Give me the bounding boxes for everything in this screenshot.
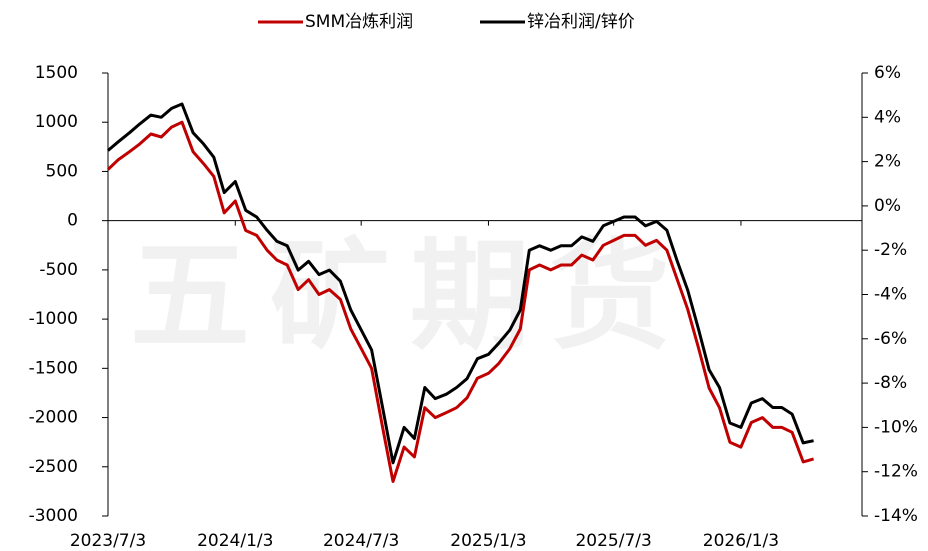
y-tick-label: -2500 [29, 457, 78, 477]
y2-tick-label: -6% [874, 329, 907, 349]
y2-tick-label: -4% [874, 285, 907, 305]
y2-tick-label: 4% [874, 107, 901, 127]
y-tick-label: 1500 [35, 63, 78, 83]
y2-tick-label: -14% [874, 506, 918, 526]
x-tick-label: 2025/1/3 [450, 531, 526, 551]
y-tick-label: 500 [46, 161, 78, 181]
y2-tick-label: -8% [874, 373, 907, 393]
y2-tick-label: -10% [874, 417, 918, 437]
y-tick-label: -500 [39, 260, 78, 280]
y2-tick-label: 0% [874, 196, 901, 216]
x-tick-label: 2024/7/3 [323, 531, 399, 551]
x-tick-label: 2026/1/3 [703, 531, 779, 551]
x-tick-label: 2024/1/3 [197, 531, 273, 551]
y2-tick-label: -12% [874, 462, 918, 482]
legend-label: 锌冶利润/锌价 [527, 12, 635, 32]
y2-tick-label: 6% [874, 63, 901, 83]
series-line [106, 120, 815, 483]
y-tick-label: -2000 [29, 408, 78, 428]
x-tick-label: 2023/7/3 [70, 531, 146, 551]
y-tick-label: -3000 [29, 506, 78, 526]
series-line [107, 102, 814, 465]
y2-tick-label: -2% [874, 240, 907, 260]
y-tick-label: -1000 [29, 309, 78, 329]
legend-label: SMM冶炼利润 [305, 12, 413, 32]
y-tick-label: 1000 [35, 112, 78, 132]
y-tick-label: -1500 [29, 358, 78, 378]
y-tick-label: 0 [67, 211, 78, 231]
y2-tick-label: 2% [874, 152, 901, 172]
watermark: 五矿期货 [130, 228, 690, 367]
x-tick-label: 2025/7/3 [575, 531, 651, 551]
